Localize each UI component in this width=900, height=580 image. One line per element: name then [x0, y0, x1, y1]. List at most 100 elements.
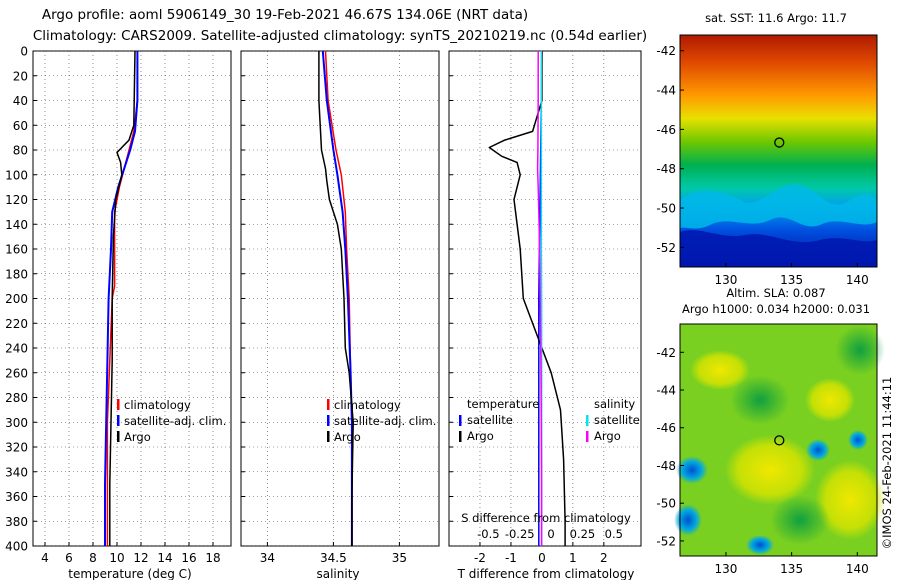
x-tick-label: 34 [260, 551, 275, 565]
salinity-series [318, 51, 354, 546]
sla-map-blue-patch [674, 504, 702, 536]
legend-swatch-satellite-adj [327, 415, 330, 426]
x-tick-label: 1 [569, 551, 577, 565]
depth-tick-label: 300 [5, 416, 28, 430]
map-lon-tick-label: 130 [715, 562, 738, 576]
sla-map-green-patch [770, 495, 830, 545]
series-line-satellite-adj-clim- [104, 51, 139, 546]
sst-map-eddy-pattern [680, 184, 877, 229]
depth-tick-label: 160 [5, 243, 28, 257]
map-lat-tick-label: -50 [656, 202, 676, 216]
series-line-argo [109, 51, 136, 546]
legend-swatch-climatology [327, 399, 330, 410]
depth-tick-label: 380 [5, 515, 28, 529]
x-tick-label: 18 [205, 551, 220, 565]
sla-map-subtitle: Argo h1000: 0.034 h2000: 0.031 [682, 302, 870, 316]
legend-label-satellite-adj: satellite-adj. clim. [124, 414, 226, 428]
salinity-difference-tick-label: -0.25 [505, 527, 535, 541]
difference-x-label: T difference from climatology [457, 567, 635, 580]
legend-label-climatology: climatology [334, 398, 401, 412]
figure-title-line1: Argo profile: aoml 5906149_30 19-Feb-202… [42, 7, 528, 23]
depth-tick-label: 40 [13, 94, 28, 108]
sla-map [674, 323, 885, 557]
imos-credit: ©IMOS 24-Feb-2021 11:44:11 [880, 377, 894, 550]
depth-tick-label: 60 [13, 119, 28, 133]
sla-map-yellow-patch [805, 378, 855, 422]
legend-label-temp-argo: Argo [467, 429, 494, 443]
map-lon-tick-label: 140 [846, 562, 869, 576]
legend-title-temperature: temperature [467, 397, 539, 411]
salinity-legend: climatology satellite-adj. clim. Argo [327, 398, 436, 444]
legend-label-satellite-adj: satellite-adj. clim. [334, 414, 436, 428]
map-lon-tick-label: 140 [846, 273, 869, 287]
x-tick-label: 6 [65, 551, 73, 565]
difference-series [488, 51, 566, 546]
map-lat-tick-label: -46 [656, 421, 676, 435]
legend-label-climatology: climatology [124, 398, 191, 412]
salinity-x-label: salinity [316, 567, 359, 580]
salinity-difference-tick-labels: -0.5 -0.25 0 0.25 0.5 [477, 527, 623, 541]
legend-swatch-temp-argo [459, 431, 462, 442]
map-lat-tick-label: -42 [656, 346, 676, 360]
depth-tick-label: 400 [5, 540, 28, 554]
series-line-satellite-adj-clim- [321, 51, 353, 546]
difference-legend: temperature satellite Argo salinity sate… [459, 397, 640, 443]
sla-map-green-patch [730, 375, 790, 425]
depth-tick-label: 80 [13, 144, 28, 158]
sla-map-argo-marker [774, 435, 785, 446]
salinity-grid [241, 50, 439, 547]
sla-map-yellow-patch [725, 435, 815, 505]
temperature-legend: climatology satellite-adj. clim. Argo [117, 398, 226, 444]
legend-swatch-sal-satellite [586, 415, 589, 426]
sla-map-frame [679, 323, 878, 557]
map-lon-tick-label: 135 [780, 273, 803, 287]
legend-swatch-climatology [117, 399, 120, 410]
salinity-difference-tick-label: 0.25 [570, 527, 596, 541]
figure-title-line2: Climatology: CARS2009. Satellite-adjuste… [33, 28, 647, 44]
sst-map-deep-blue-band [680, 230, 877, 267]
sla-map-blue-patch [806, 439, 830, 461]
sla-map-yellow-patch [690, 350, 750, 390]
map-lat-tick-label: -44 [656, 84, 676, 98]
x-tick-label: 14 [157, 551, 172, 565]
temperature-x-tick-labels: 4 6 8 10 12 14 16 18 [41, 551, 220, 565]
sla-map-blue-patch [848, 430, 868, 450]
sla-map-blue-patch [746, 535, 774, 555]
temperature-x-label: temperature (deg C) [68, 567, 191, 580]
map-lat-tick-label: -48 [656, 459, 676, 473]
legend-label-argo: Argo [334, 430, 361, 444]
depth-tick-label: 0 [20, 45, 28, 59]
x-tick-label: 12 [133, 551, 148, 565]
sla-map-blue-patch [676, 456, 708, 484]
x-tick-label: -2 [474, 551, 486, 565]
x-tick-label: 0 [538, 551, 546, 565]
depth-tick-label: 200 [5, 292, 28, 306]
sst-map-title: sat. SST: 11.6 Argo: 11.7 [705, 11, 847, 25]
depth-tick-label: 220 [5, 317, 28, 331]
salinity-difference-tick-label: 0.5 [605, 527, 623, 541]
depth-tick-label: 20 [13, 69, 28, 83]
x-tick-label: 16 [181, 551, 196, 565]
sst-map-ticks: -42 -44 -46 -48 -50 -52 130 135 140 [656, 44, 868, 287]
sst-map-argo-marker [774, 137, 785, 148]
sst-map [679, 34, 878, 268]
depth-tick-label: 140 [5, 218, 28, 232]
series-line-salinity-argo [536, 51, 543, 546]
legend-label-sal-satellite: satellite [594, 413, 640, 427]
sst-map-frame [679, 34, 878, 268]
depth-tick-label: 180 [5, 267, 28, 281]
depth-tick-label: 240 [5, 342, 28, 356]
sla-map-green-patch [835, 325, 885, 375]
legend-title-salinity: salinity [594, 397, 635, 411]
map-lat-tick-label: -44 [656, 384, 676, 398]
sla-map-yellow-patch [815, 460, 885, 540]
legend-swatch-satellite-adj [117, 415, 120, 426]
legend-swatch-argo [327, 431, 330, 442]
x-tick-label: 2 [600, 551, 608, 565]
x-tick-label: 34.5 [320, 551, 347, 565]
map-lat-tick-label: -52 [656, 241, 676, 255]
depth-tick-labels: 0 20 40 60 80 100 120 140 160 180 200 220 240 260 280 3… [5, 45, 28, 554]
map-lat-tick-label: -46 [656, 123, 676, 137]
depth-tick-label: 320 [5, 441, 28, 455]
